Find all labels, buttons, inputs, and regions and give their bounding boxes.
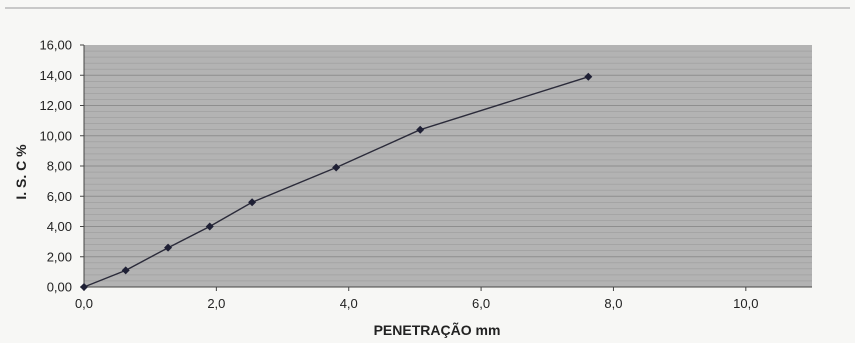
series-line xyxy=(83,76,589,288)
y-tick-label: 10,00 xyxy=(39,128,72,143)
x-tick-label: 0,0 xyxy=(75,296,93,311)
data-point-marker xyxy=(80,283,88,291)
y-tick-label: 4,00 xyxy=(47,219,72,234)
y-tick-label: 14,00 xyxy=(39,68,72,83)
data-point-marker xyxy=(584,72,593,81)
plot-area xyxy=(84,45,812,287)
axes: 0,00 2,00 4,00 6,00 8,00 10,00 12,00 14,00 16,00… xyxy=(39,38,812,311)
x-tick-label: 4,0 xyxy=(340,296,358,311)
y-axis-title: I. S. C % xyxy=(13,144,29,200)
y-tick-label: 2,00 xyxy=(47,249,72,264)
y-tick-label: 16,00 xyxy=(39,38,72,53)
x-tick-label: 6,0 xyxy=(472,296,490,311)
data-point-marker xyxy=(164,243,173,252)
data-point-marker xyxy=(332,163,341,172)
x-tick-label: 8,0 xyxy=(604,296,622,311)
y-tick-label: 6,00 xyxy=(47,189,72,204)
x-tick-label: 10,0 xyxy=(733,296,758,311)
series-layer xyxy=(80,72,593,291)
y-tick-label: 8,00 xyxy=(47,159,72,174)
data-point-marker xyxy=(248,198,257,207)
x-axis-title: PENETRAÇÃO mm xyxy=(374,321,501,338)
x-tick-label: 2,0 xyxy=(207,296,225,311)
data-point-marker xyxy=(416,125,425,134)
data-point-marker xyxy=(121,266,130,275)
y-tick-label: 12,00 xyxy=(39,98,72,113)
data-point-marker xyxy=(205,222,214,231)
y-tick-label: 0,00 xyxy=(47,280,72,295)
